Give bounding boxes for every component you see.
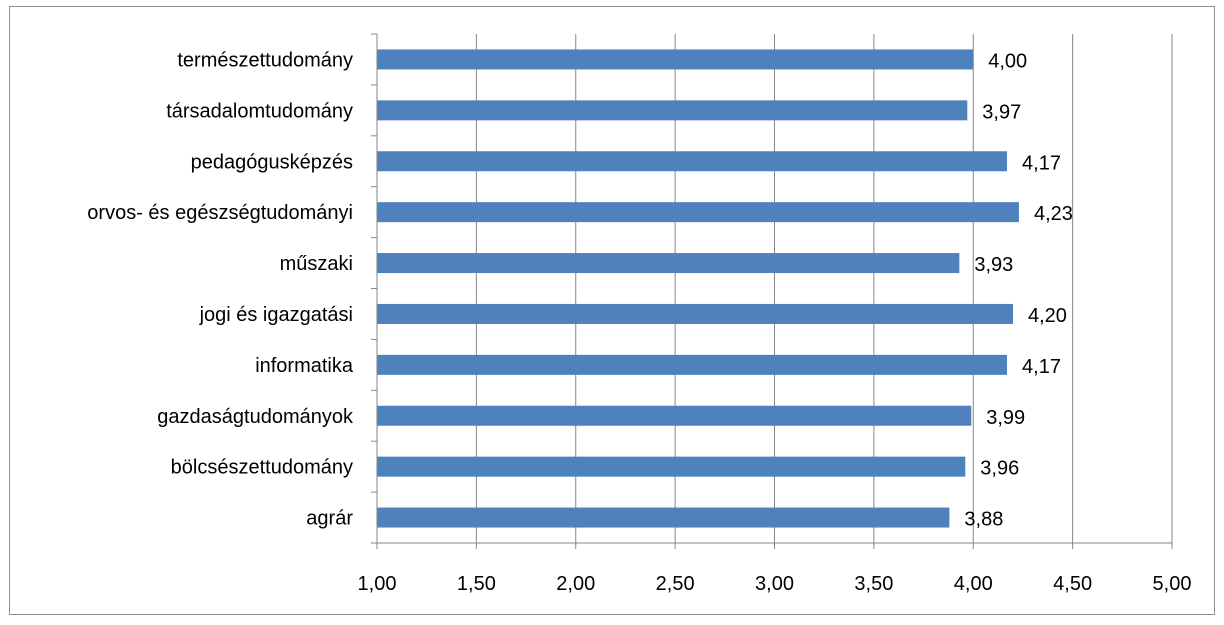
bar bbox=[377, 253, 960, 274]
category-label: bölcsészettudomány bbox=[171, 457, 353, 479]
axes bbox=[371, 33, 1173, 549]
value-label: 3,96 bbox=[980, 458, 1019, 480]
category-label: társadalomtudomány bbox=[166, 100, 353, 122]
x-tick-label: 2,50 bbox=[656, 573, 695, 595]
value-label: 3,97 bbox=[982, 101, 1021, 123]
x-tick-label: 2,00 bbox=[556, 573, 595, 595]
category-label: jogi és igazgatási bbox=[199, 304, 353, 326]
value-label: 3,99 bbox=[986, 407, 1025, 429]
bars bbox=[377, 49, 1019, 528]
bar bbox=[377, 49, 974, 70]
value-label: 4,20 bbox=[1028, 305, 1067, 327]
value-label: 3,88 bbox=[964, 509, 1003, 531]
value-label: 4,00 bbox=[988, 50, 1027, 72]
bar bbox=[377, 354, 1008, 375]
category-label: gazdaságtudományok bbox=[157, 406, 354, 428]
value-label: 3,93 bbox=[974, 254, 1013, 276]
value-label: 4,17 bbox=[1022, 152, 1061, 174]
category-label: műszaki bbox=[280, 253, 353, 275]
bar bbox=[377, 202, 1019, 223]
category-label: orvos- és egészségtudományi bbox=[87, 202, 353, 224]
bar bbox=[377, 405, 972, 426]
x-tick-labels: 1,00 1,50 2,00 2,50 3,00 3,50 4,00 4,50 5,00 bbox=[358, 573, 1192, 595]
bar bbox=[377, 303, 1013, 324]
category-label: pedagógusképzés bbox=[191, 151, 353, 173]
category-label: agrár bbox=[306, 508, 353, 530]
bar bbox=[377, 507, 950, 528]
x-tick-label: 1,00 bbox=[358, 573, 397, 595]
x-tick-label: 5,00 bbox=[1153, 573, 1192, 595]
x-tick-label: 4,50 bbox=[1053, 573, 1092, 595]
x-tick-label: 3,50 bbox=[854, 573, 893, 595]
category-label: informatika bbox=[255, 355, 354, 377]
x-tick-label: 3,00 bbox=[755, 573, 794, 595]
bar bbox=[377, 100, 968, 121]
x-tick-label: 1,50 bbox=[457, 573, 496, 595]
value-label: 4,23 bbox=[1034, 203, 1073, 225]
value-label: 4,17 bbox=[1022, 356, 1061, 378]
value-labels: 4,00 3,97 4,17 4,23 3,93 4,20 4,17 3,99 3,96 3,88 bbox=[964, 50, 1073, 530]
category-label: természettudomány bbox=[177, 49, 353, 71]
bar bbox=[377, 151, 1008, 172]
x-tick-label: 4,00 bbox=[954, 573, 993, 595]
bar bbox=[377, 456, 966, 477]
category-labels: természettudomány társadalomtudomány pedag… bbox=[87, 49, 354, 529]
